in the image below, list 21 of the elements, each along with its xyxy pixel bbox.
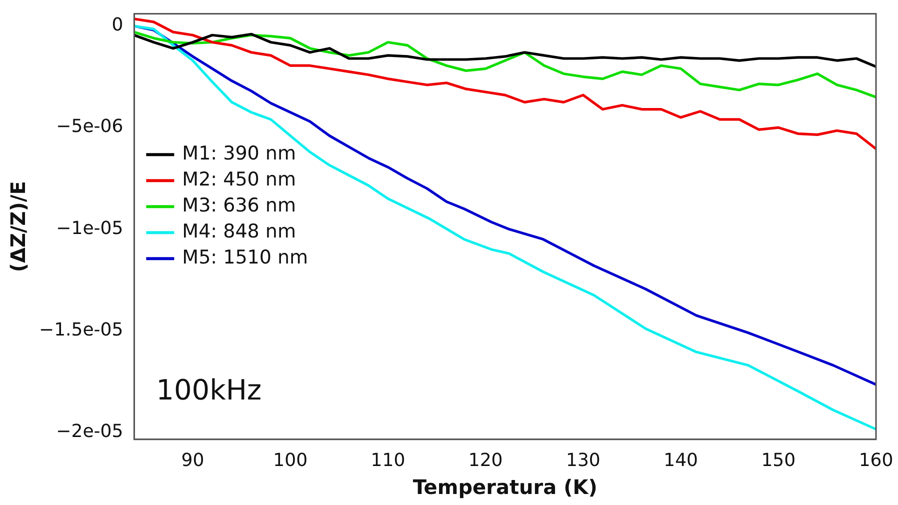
y-tick-label: −1.5e-05 (38, 319, 124, 340)
y-axis-title: (ΔZ/Z)/E (6, 181, 30, 272)
y-tick-label: 0 (112, 14, 124, 36)
x-axis-title: Temperatura (K) (412, 475, 598, 500)
annotation: 100kHz (156, 373, 262, 406)
legend-label: M2: 450 nm (182, 168, 296, 191)
y-tick-label: −2e-05 (56, 420, 124, 442)
y-tick-label: −1e-05 (56, 218, 124, 239)
legend-label: M1: 390 nm (182, 142, 296, 165)
x-tick-label: 90 (181, 450, 204, 471)
x-tick-label: 130 (566, 450, 600, 471)
x-tick-label: 150 (761, 450, 796, 471)
x-tick-label: 160 (858, 450, 894, 471)
legend-label: M5: 1510 nm (182, 246, 308, 269)
x-tick-label: 120 (468, 450, 503, 471)
x-tick-label: 110 (370, 450, 406, 471)
x-tick-label: 100 (273, 450, 308, 471)
legend-label: M3: 636 nm (182, 194, 296, 217)
legend-label: M4: 848 nm (182, 220, 296, 243)
y-tick-label: −5e-06 (56, 116, 124, 138)
x-tick-label: 140 (664, 450, 698, 471)
